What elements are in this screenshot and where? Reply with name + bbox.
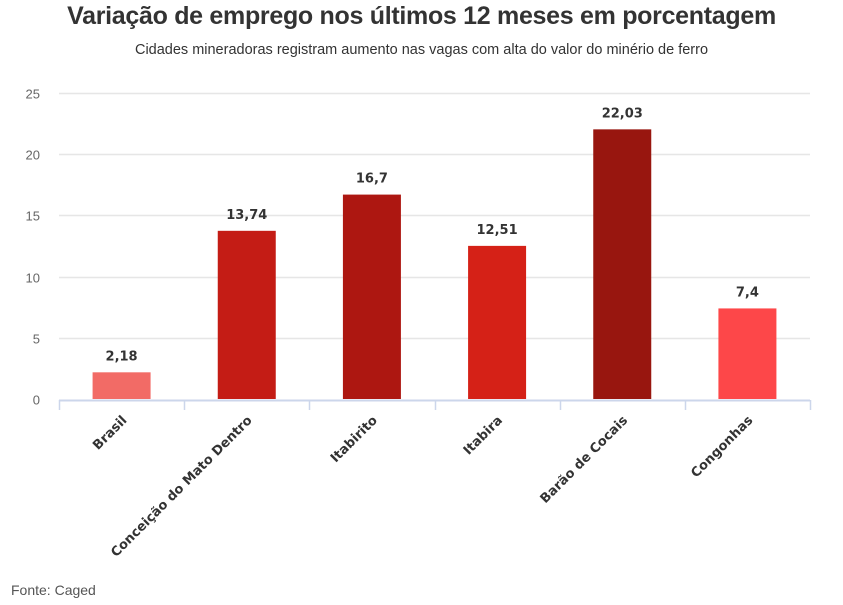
data-label: 13,74	[226, 208, 267, 223]
bar[interactable]	[718, 308, 777, 399]
y-tick-label: 0	[33, 393, 40, 408]
data-label: 12,51	[477, 223, 518, 238]
y-tick-label: 5	[33, 332, 40, 347]
bar[interactable]	[593, 129, 652, 400]
y-tick-label: 15	[26, 209, 40, 224]
source-note: Fonte: Caged	[11, 582, 96, 598]
y-tick-label: 10	[26, 271, 40, 286]
x-axis	[58, 399, 812, 410]
data-label: 2,18	[106, 349, 138, 364]
data-label: 16,7	[356, 172, 388, 187]
data-label: 22,03	[602, 106, 643, 121]
bars	[92, 129, 777, 400]
bar[interactable]	[92, 372, 151, 399]
grid-lines	[59, 92, 810, 340]
chart-subtitle: Cidades mineradoras registram aumento na…	[134, 42, 709, 58]
chart-title: Variação de emprego nos últimos 12 meses…	[67, 2, 776, 30]
data-labels: 2,18 13,74 16,7 12,51 22,03 7,4	[106, 106, 759, 364]
bar[interactable]	[468, 245, 527, 399]
y-tick-label: 20	[26, 148, 40, 163]
bar-chart: 0 5 10 15 20 25 2,18 13,74 16,7 12,51 22,03 7,4 Br…	[26, 87, 812, 560]
x-tick-label: Congonhas	[688, 413, 756, 481]
x-tick-label: Itabira	[461, 413, 506, 458]
x-tick-label: Barão de Cocais	[538, 413, 632, 507]
bar[interactable]	[342, 194, 401, 399]
y-axis-ticks: 0 5 10 15 20 25	[26, 87, 40, 408]
x-tick-label: Brasil	[90, 413, 130, 453]
y-tick-label: 25	[26, 87, 40, 102]
data-label: 7,4	[736, 285, 759, 300]
x-tick-label: Itabirito	[328, 413, 381, 466]
x-tick-label: Conceição do Mato Dentro	[108, 413, 255, 560]
bar[interactable]	[217, 230, 276, 399]
